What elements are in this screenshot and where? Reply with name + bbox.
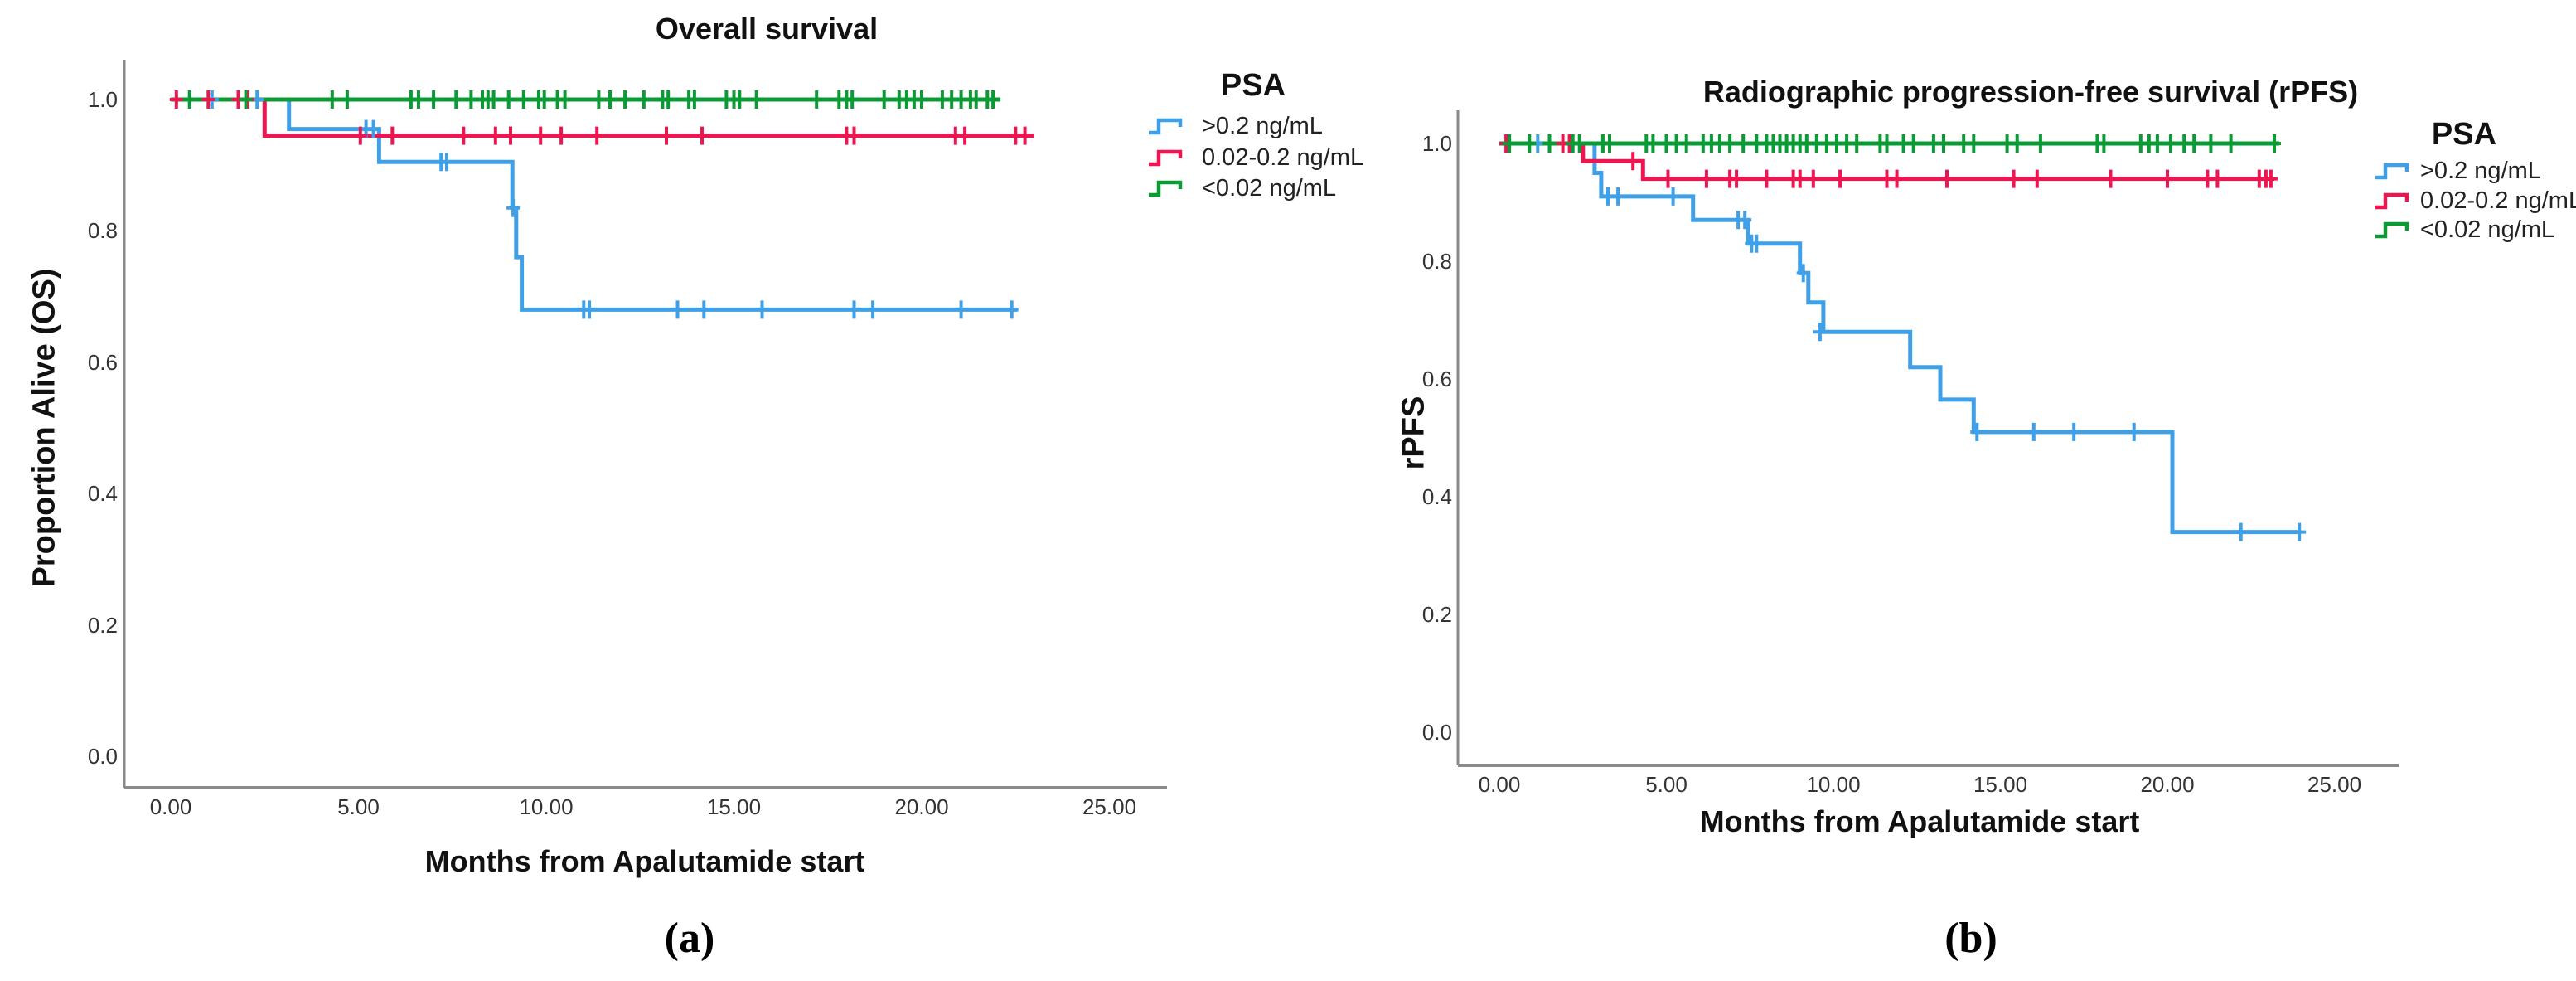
panel-a-title: Overall survival (655, 12, 879, 46)
legend-entry-red: 0.02-0.2 ng/mL (1202, 144, 1364, 171)
y-tick-label: 0.2 (1421, 602, 1452, 627)
y-tick-label: 0.6 (87, 349, 118, 375)
y-tick-label: 1.0 (1421, 131, 1452, 156)
x-tick-label: 15.00 (1973, 772, 2028, 797)
panel-a-x-axis-title: Months from Apalutamide start (424, 844, 865, 878)
x-tick-label: 10.00 (1806, 772, 1861, 797)
x-tick-label: 0.00 (149, 794, 192, 819)
legend-entry-green: <0.02 ng/mL (2420, 216, 2555, 243)
y-tick-label: 0.4 (1421, 484, 1452, 509)
panel-b-title: Radiographic progression-free survival (… (1702, 75, 2359, 109)
y-tick-label: 0.8 (87, 218, 118, 244)
x-tick-label: 10.00 (519, 794, 574, 819)
y-tick-label: 0.0 (1421, 720, 1452, 745)
legend-key-step-icon-red (2375, 192, 2409, 210)
censor-marks-green (1503, 134, 2281, 153)
censor-marks-red (169, 90, 1032, 145)
legend-entry-blue: >0.2 ng/mL (1202, 113, 1323, 139)
x-tick-label: 5.00 (1645, 772, 1687, 797)
panel-a-y-axis-title: Proportion Alive (OS) (27, 268, 62, 588)
y-tick-label: 1.0 (87, 87, 118, 112)
legend-key-step-icon-blue (1149, 118, 1183, 135)
x-tick-label: 20.00 (894, 794, 949, 819)
km-curve-blue (171, 97, 1018, 312)
x-tick-label: 0.00 (1478, 772, 1521, 797)
panel-b-x-axis-title: Months from Apalutamide start (1699, 804, 2140, 838)
panel-b-y-axis-title: rPFS (1396, 396, 1431, 470)
legend-entry-green: <0.02 ng/mL (1202, 175, 1337, 202)
censor-marks-blue (205, 90, 1019, 319)
y-tick-label: 0.2 (87, 612, 118, 638)
legend-key-step-icon-green (2375, 221, 2409, 239)
legend-key-step-icon-green (1149, 180, 1183, 197)
x-tick-label: 25.00 (1082, 794, 1137, 819)
x-tick-label: 20.00 (2140, 772, 2195, 797)
panel-b-legend-title: PSA (2431, 117, 2497, 152)
x-tick-label: 25.00 (2307, 772, 2362, 797)
x-tick-label: 5.00 (337, 794, 380, 819)
y-tick-label: 0.6 (1421, 367, 1452, 391)
y-tick-label: 0.0 (87, 744, 118, 769)
panel-a-legend-title: PSA (1220, 68, 1286, 103)
y-tick-label: 0.8 (1421, 249, 1452, 274)
x-tick-label: 15.00 (706, 794, 762, 819)
legend-key-step-icon-red (1149, 149, 1183, 167)
panel-a-letter: (a) (664, 915, 715, 962)
legend-entry-red: 0.02-0.2 ng/mL (2420, 187, 2576, 214)
legend-key-step-icon-blue (2375, 163, 2409, 180)
y-tick-label: 0.4 (87, 481, 118, 507)
km-curve-blue (1499, 141, 2302, 535)
censor-marks-blue (1531, 134, 2307, 541)
legend-entry-blue: >0.2 ng/mL (2420, 158, 2541, 184)
panel-b-letter: (b) (1944, 915, 1997, 962)
censor-marks-green (182, 90, 1000, 109)
